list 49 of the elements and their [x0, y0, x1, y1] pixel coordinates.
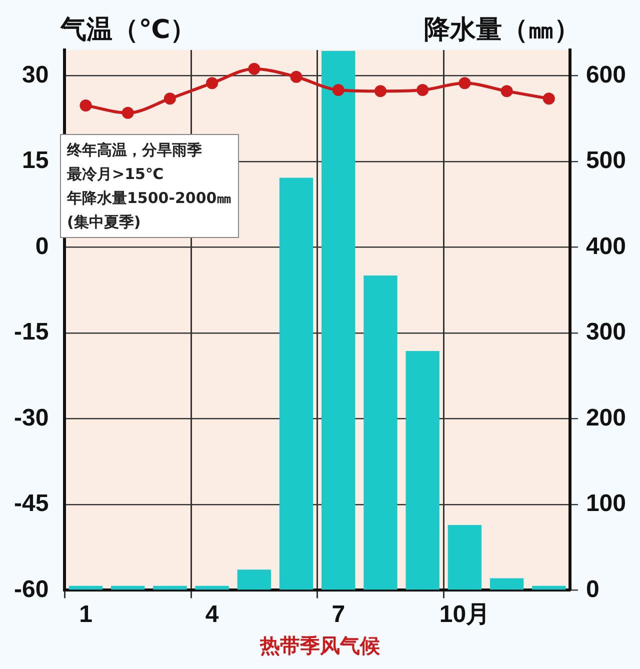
- y2-tick-label: 600: [586, 61, 626, 88]
- y2-tick-label: 300: [586, 318, 626, 346]
- y2-axis-title: 降水量（㎜）: [424, 14, 580, 45]
- point: [374, 85, 386, 98]
- bar: [406, 350, 440, 590]
- point: [122, 106, 134, 119]
- y-axis-title: 气温（℃）: [60, 14, 196, 45]
- y2-tick-label: 500: [586, 147, 626, 174]
- point: [164, 92, 176, 105]
- annotation: 最冷月>15℃: [67, 164, 165, 185]
- y-tick-label: 15: [22, 147, 49, 174]
- bar: [279, 178, 314, 590]
- y-tick-label: -15: [14, 318, 49, 346]
- bar: [490, 578, 524, 590]
- bar: [111, 586, 145, 590]
- annotation: 年降水量1500-2000㎜: [67, 188, 232, 209]
- point: [248, 62, 260, 75]
- point: [206, 77, 218, 90]
- point: [290, 70, 302, 83]
- y2-tick-label: 400: [586, 232, 626, 260]
- point: [416, 84, 429, 96]
- point: [500, 85, 513, 98]
- bar: [68, 586, 103, 590]
- y-tick-label: -60: [14, 576, 49, 603]
- bar: [364, 276, 398, 590]
- y2-tick-label: 200: [586, 404, 626, 432]
- x-tick-label: 1: [79, 601, 92, 628]
- x-tick-label: 4: [205, 601, 220, 628]
- x-tick-label: 7: [332, 601, 346, 628]
- bar: [153, 586, 187, 590]
- annotation: (集中夏季): [67, 212, 142, 233]
- point: [542, 92, 555, 105]
- bar: [448, 525, 482, 590]
- y-tick-label: 0: [35, 232, 49, 260]
- y-tick-label: -30: [14, 404, 49, 432]
- x-tick-label: 10月: [439, 601, 490, 628]
- annotation: 终年高温，分旱雨季: [67, 140, 203, 161]
- point: [332, 84, 344, 96]
- y2-tick-label: 0: [586, 576, 600, 603]
- bar: [195, 586, 229, 590]
- bar: [237, 570, 272, 590]
- point: [458, 77, 471, 90]
- y-tick-label: -45: [14, 490, 49, 518]
- y-tick-label: 30: [22, 61, 49, 88]
- bar: [532, 586, 566, 590]
- y2-tick-label: 100: [586, 490, 626, 518]
- bar: [322, 50, 356, 590]
- point: [80, 99, 92, 112]
- text: 热带季风气候: [259, 634, 381, 658]
